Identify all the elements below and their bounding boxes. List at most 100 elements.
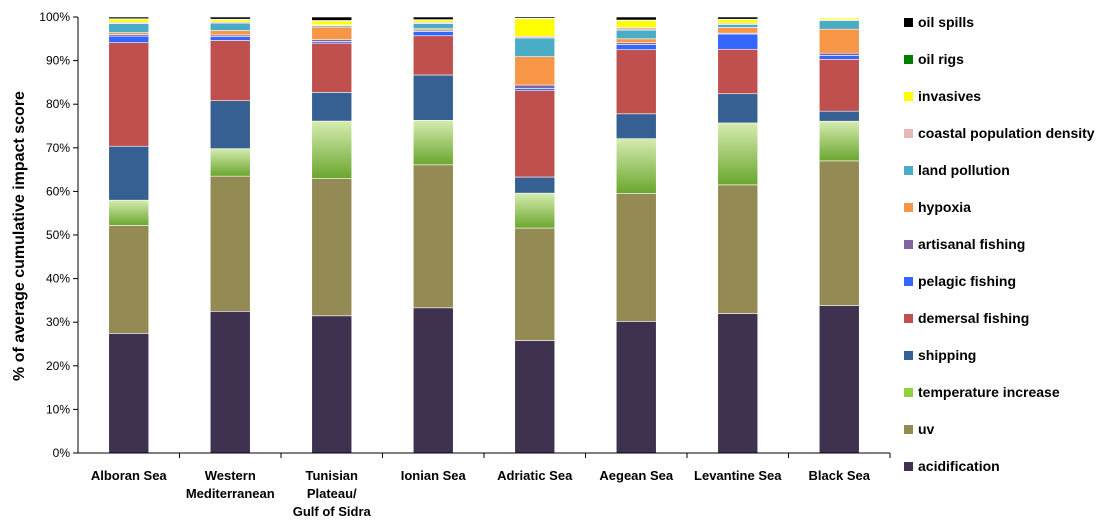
legend-swatch [904, 462, 913, 471]
bar-segment-invasives [108, 18, 150, 23]
bar-segment-pelagic-fishing [209, 36, 251, 41]
bar-segment-demersal-fishing [514, 90, 556, 178]
bar-segment-acidification [412, 307, 454, 454]
bar-segment-land-pollution [412, 23, 454, 30]
bar-segment-artisanal-fishing [818, 52, 860, 56]
bar-segment-oil-spills [108, 16, 150, 20]
bar-segment-temperature-increase [615, 138, 657, 194]
y-axis: 0% 10% 20% 30% 40% 50% 60% 70% 80% 90% 100% [39, 10, 79, 460]
bar-segment-land-pollution [514, 37, 556, 57]
legend-label: oil rigs [918, 51, 964, 67]
bar-segment-uv [717, 184, 759, 314]
bar-segment-pelagic-fishing [108, 35, 150, 43]
bar-segment-demersal-fishing [615, 49, 657, 115]
bar-segment-hypoxia [514, 56, 556, 86]
bar-segment-coastal-population-density [615, 27, 657, 31]
bar-segment-invasives [717, 19, 759, 24]
bar-segment-temperature-increase [514, 192, 556, 229]
bar-segment-uv [412, 164, 454, 309]
bar-segment-artisanal-fishing [514, 84, 556, 89]
y-tick-label: 0% [53, 446, 71, 460]
bar-segment-temperature-increase [412, 120, 454, 166]
category-label: Ionian Sea [401, 468, 467, 483]
legend-label: uv [918, 421, 935, 437]
bar-segment-pelagic-fishing [514, 88, 556, 91]
bar-segment-oil-spills [717, 16, 759, 20]
bar-segment-pelagic-fishing [412, 31, 454, 37]
bar-segment-invasives [514, 18, 556, 37]
bar-segment-invasives [209, 19, 251, 23]
legend-label: acidification [918, 458, 1000, 474]
bar-segment-acidification [209, 310, 251, 454]
legend-swatch [904, 314, 913, 323]
bar-segment-oil-spills [514, 16, 556, 19]
y-tick-label: 30% [46, 315, 70, 329]
legend-label: demersal fishing [918, 310, 1029, 326]
legend-swatch [904, 277, 913, 286]
bar-segment-demersal-fishing [108, 42, 150, 147]
bar-segment-shipping [209, 100, 251, 149]
category-label: Black Sea [809, 468, 871, 483]
legend-label: coastal population density [918, 125, 1095, 141]
bar-segment-land-pollution [209, 22, 251, 31]
legend: oil spills oil rigs invasives coastal popul… [904, 14, 1095, 474]
bar-segment-invasives [311, 20, 353, 26]
legend-swatch [904, 425, 913, 434]
y-tick-label: 80% [46, 97, 70, 111]
bar-segment-shipping [818, 110, 860, 122]
bar-segment-demersal-fishing [209, 40, 251, 102]
category-label: Western Mediterranean [186, 468, 275, 501]
y-tick-label: 40% [46, 272, 70, 286]
bar-segment-temperature-increase [311, 120, 353, 179]
bar-segment-shipping [311, 92, 353, 122]
legend-swatch [904, 166, 913, 175]
bar-segment-temperature-increase [818, 120, 860, 162]
legend-label: artisanal fishing [918, 236, 1025, 252]
bar-segment-pelagic-fishing [717, 33, 759, 50]
bar-segment-land-pollution [717, 24, 759, 28]
bar-segment-acidification [311, 315, 353, 454]
bar-segment-uv [514, 227, 556, 341]
legend-swatch [904, 351, 913, 360]
bar-segment-land-pollution [615, 29, 657, 40]
legend-swatch [904, 92, 913, 101]
bar-segment-uv [615, 193, 657, 322]
bar-segment-shipping [615, 113, 657, 139]
bar-segment-shipping [412, 74, 454, 121]
bar-segment-hypoxia [209, 30, 251, 36]
bar-segment-acidification [514, 340, 556, 454]
legend-label: oil spills [918, 14, 974, 30]
bar-segment-shipping [108, 145, 150, 201]
bar-segment-demersal-fishing [412, 35, 454, 76]
y-tick-label: 50% [46, 228, 70, 242]
y-tick-label: 20% [46, 359, 70, 373]
legend-label: shipping [918, 347, 976, 363]
bar-segment-land-pollution [818, 20, 860, 30]
bar-segment-hypoxia [615, 38, 657, 44]
bar-segment-acidification [108, 333, 150, 454]
bar-segment-hypoxia [818, 28, 860, 54]
bar-segment-uv [818, 160, 860, 306]
y-tick-label: 10% [46, 402, 70, 416]
bar-segment-invasives [615, 20, 657, 28]
bar-segment-temperature-increase [717, 122, 759, 186]
legend-swatch [904, 240, 913, 249]
bar-segment-oil-spills [209, 16, 251, 20]
legend-swatch [904, 203, 913, 212]
legend-swatch [904, 388, 913, 397]
bar-segment-invasives [412, 19, 454, 23]
bar-segment-uv [209, 175, 251, 312]
bar-segment-pelagic-fishing [615, 44, 657, 50]
bar-segment-oil-spills [615, 16, 657, 21]
bar-segment-uv [311, 178, 353, 317]
bar-segment-temperature-increase [209, 148, 251, 177]
category-label: Aegean Sea [599, 468, 673, 483]
bar-segment-oil-spills [311, 16, 353, 21]
bar-segment-shipping [717, 93, 759, 124]
bar-segment-hypoxia [311, 26, 353, 40]
bar-segment-demersal-fishing [818, 58, 860, 112]
bar-segment-acidification [818, 305, 860, 454]
x-axis: Alboran Sea Western Mediterranean Tunisian P… [78, 452, 891, 519]
legend-label: land pollution [918, 162, 1010, 178]
